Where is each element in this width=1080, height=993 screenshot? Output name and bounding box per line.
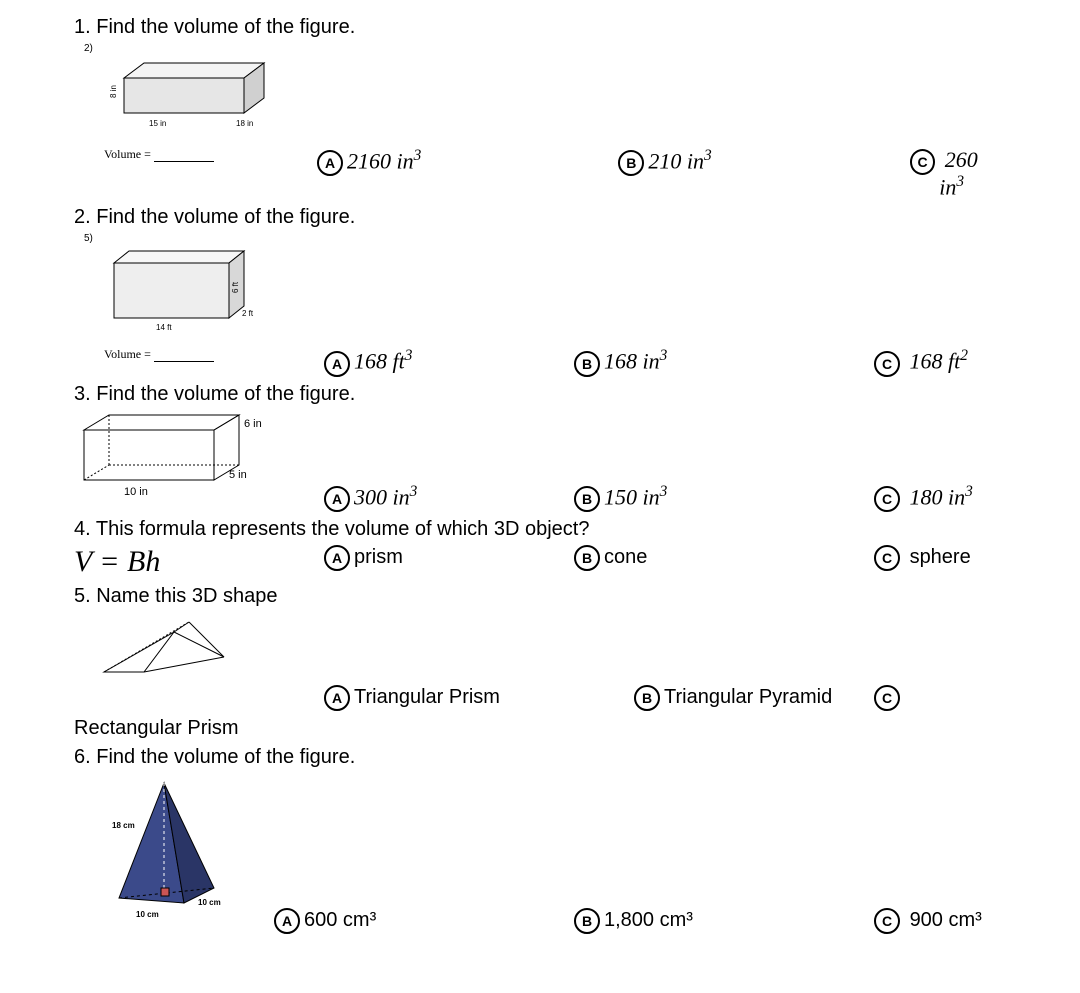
q2-b-letter[interactable]: B <box>574 351 600 377</box>
q3-c-letter[interactable]: C <box>874 486 900 512</box>
q3-b: 150 in <box>604 484 660 509</box>
q5-b-letter[interactable]: B <box>634 685 660 711</box>
q2-vol-label: Volume = <box>104 347 151 361</box>
q5-c: Rectangular Prism <box>74 717 239 740</box>
svg-text:2 ft: 2 ft <box>242 309 254 318</box>
q5-b: Triangular Pyramid <box>664 686 832 709</box>
q1-b: 210 in <box>648 148 704 173</box>
q3-b-letter[interactable]: B <box>574 486 600 512</box>
q1-prompt: 1. Find the volume of the figure. <box>74 16 1006 39</box>
q2-choices: Volume = A 168 ft3 B 168 in3 C 168 ft2 <box>74 347 1006 376</box>
svg-text:6 in: 6 in <box>244 418 262 430</box>
q1-figure: 8 in 15 in 18 in <box>74 58 1006 143</box>
q6-choices: A 600 cm³ B 1,800 cm³ C 900 cm³ <box>74 908 1006 934</box>
q4-b-letter[interactable]: B <box>574 545 600 571</box>
q1-blank <box>154 161 214 162</box>
svg-text:6 ft: 6 ft <box>231 281 240 293</box>
q4-a-letter[interactable]: A <box>324 545 350 571</box>
svg-text:14 ft: 14 ft <box>156 323 172 332</box>
svg-text:18 in: 18 in <box>236 119 253 128</box>
q1-subnum: 2) <box>74 43 1006 54</box>
q2-figure: 6 ft 2 ft 14 ft <box>74 248 1006 343</box>
q4-c: sphere <box>910 546 971 568</box>
q1-a: 2160 in <box>347 148 414 173</box>
q1-a-letter[interactable]: A <box>317 150 343 176</box>
q2-c-letter[interactable]: C <box>874 351 900 377</box>
svg-text:18 cm: 18 cm <box>112 821 135 830</box>
q2-b: 168 in <box>604 349 660 374</box>
q5-choices: A Triangular Prism B Triangular Pyramid … <box>74 685 1006 740</box>
q2-a-letter[interactable]: A <box>324 351 350 377</box>
q2-subnum: 5) <box>74 233 1006 244</box>
q6-a: 600 cm³ <box>304 909 376 932</box>
q2-c: 168 ft <box>910 349 961 374</box>
svg-text:15 in: 15 in <box>149 119 166 128</box>
q6-a-letter[interactable]: A <box>274 908 300 934</box>
svg-text:5 in: 5 in <box>229 469 247 481</box>
q4-formula: V = Bh <box>74 545 160 579</box>
q5-c-letter[interactable]: C <box>874 685 900 711</box>
q6-figure: 18 cm 10 cm 10 cm <box>74 773 1006 928</box>
q4-b: cone <box>604 546 647 569</box>
q1-choices: Volume = A 2160 in3 B 210 in3 C 260 in3 <box>74 147 1006 200</box>
q4-a: prism <box>354 546 403 569</box>
q3-a: 300 in <box>354 484 410 509</box>
q5-prompt: 5. Name this 3D shape <box>74 585 1006 608</box>
q6-c: 900 cm³ <box>910 909 982 931</box>
q4-prompt: 4. This formula represents the volume of… <box>74 518 1006 541</box>
q6-b: 1,800 cm³ <box>604 909 693 932</box>
svg-text:10 cm: 10 cm <box>198 898 221 907</box>
q4-c-letter[interactable]: C <box>874 545 900 571</box>
q3-prompt: 3. Find the volume of the figure. <box>74 383 1006 406</box>
q3-c: 180 in <box>910 484 966 509</box>
svg-text:8 in: 8 in <box>109 85 118 98</box>
q2-a: 168 ft <box>354 349 405 374</box>
q1-vol-label: Volume = <box>104 147 151 161</box>
q6-c-letter[interactable]: C <box>874 908 900 934</box>
q3-choices: A 300 in3 B 150 in3 C 180 in3 <box>74 483 1006 512</box>
q6-b-letter[interactable]: B <box>574 908 600 934</box>
q2-blank <box>154 361 214 362</box>
q3-a-letter[interactable]: A <box>324 486 350 512</box>
q2-prompt: 2. Find the volume of the figure. <box>74 206 1006 229</box>
q1-c-letter[interactable]: C <box>910 149 935 175</box>
q5-a-letter[interactable]: A <box>324 685 350 711</box>
q5-a: Triangular Prism <box>354 686 500 709</box>
q4-choices: V = Bh A prism B cone C sphere <box>74 545 1006 579</box>
q1-b-letter[interactable]: B <box>618 150 644 176</box>
q6-prompt: 6. Find the volume of the figure. <box>74 746 1006 769</box>
